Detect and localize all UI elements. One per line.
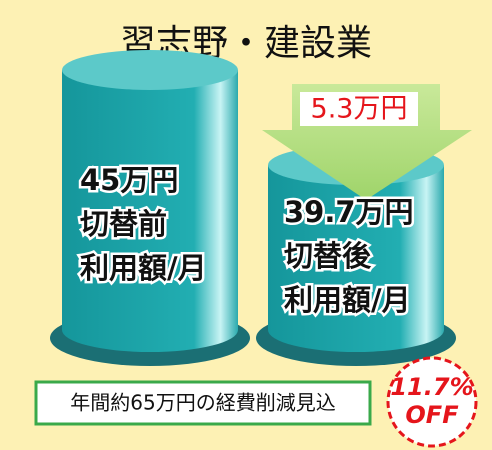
label: 切替後 (284, 239, 372, 273)
amount: 39.7万円 (284, 195, 414, 229)
arrow-label: 5.3万円 (311, 94, 408, 125)
infographic: 習志野・建設業 45万円 切替前 利用額/月 5.3万円 39.7万円 切替後 … (0, 0, 492, 450)
footer: 年間約65万円の経費削減見込 (70, 391, 335, 415)
unit: 利用額/月 (284, 283, 411, 317)
label: 切替前 (80, 207, 167, 241)
badge-text: OFF (405, 401, 459, 429)
amount: 45万円 (80, 163, 178, 197)
unit: 利用額/月 (80, 251, 207, 285)
badge-percent: 11.7% (390, 373, 473, 401)
cylinder-top (62, 50, 238, 90)
